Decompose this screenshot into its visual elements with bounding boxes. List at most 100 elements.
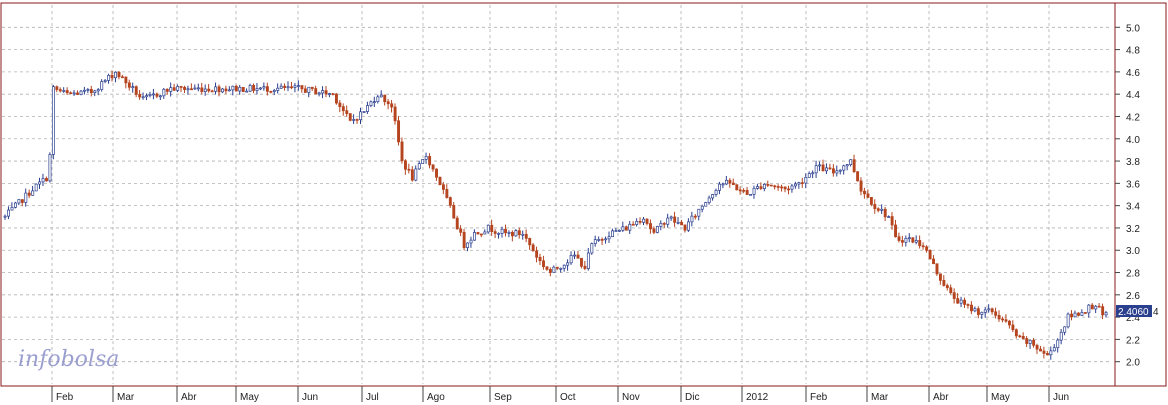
candle-body [393,106,397,122]
x-tick-label: 2012 [746,392,769,403]
candle-body [949,287,953,294]
x-tick-label: Jul [366,392,379,403]
candle-body [307,86,311,93]
candle-body [604,238,608,241]
candle-body [103,80,107,82]
candle-body [766,184,770,186]
candle-body [262,86,266,89]
candle-body [528,238,532,246]
candle-body [366,105,369,112]
candle-body [990,308,994,313]
candle-body [466,242,470,248]
candle-body [976,308,980,315]
candle-body [165,88,169,92]
candle-body [424,156,428,160]
candle-body [303,88,307,93]
candle-body [214,86,218,92]
y-tick-label: 4.4 [1126,90,1140,101]
candle-body [866,193,870,198]
candle-body [476,232,480,235]
candle-body [573,254,577,257]
candle-body [120,76,124,79]
candle-body [397,120,401,143]
candle-body [445,189,449,198]
candle-body [1032,339,1036,346]
candle-body [473,232,476,241]
candle-body [680,221,684,226]
candle-body [749,193,753,196]
candle-body [614,230,618,232]
candle-body [548,269,552,273]
candle-body [448,197,452,206]
candle-body [62,90,66,92]
candle-body [666,217,670,225]
candle-body [721,183,725,186]
candle-body [65,90,69,94]
last-value-label: 2.4060 [1118,307,1149,318]
candle-body [655,226,659,233]
candle-body [925,246,929,251]
candle-body [583,265,587,269]
candle-body [328,93,331,95]
candle-body [1059,331,1063,341]
candle-body [1073,312,1077,318]
candle-body [58,89,62,92]
x-tick-label: May [240,392,259,403]
candle-body [849,159,853,165]
candle-body [1008,320,1011,326]
candle-body [1004,319,1008,322]
candle-body [352,119,356,121]
candle-body [83,89,86,92]
candle-body [417,163,421,170]
candle-body [718,183,721,191]
candle-body [776,186,780,188]
candle-body [621,226,625,231]
y-tick-label: 3.2 [1126,224,1140,235]
candle-body [272,90,276,92]
candle-body [894,224,898,238]
candle-body [324,90,328,95]
y-tick-label: 4.8 [1126,46,1140,57]
candle-body [624,226,628,231]
candle-body [86,89,90,91]
candle-body [158,95,162,98]
candle-body [804,177,808,184]
candle-body [987,308,991,311]
candle-body [552,266,556,273]
candle-body [276,87,280,91]
plot-frame [0,2,1116,387]
candle-body [904,237,908,243]
candle-body [852,159,856,173]
candle-body [7,209,11,217]
candle-body [359,111,363,121]
x-tick-label: Mar [117,392,135,403]
candle-body [210,90,214,93]
candle-body [918,240,922,247]
candle-body [662,223,666,225]
candle-body [863,190,866,195]
candle-body [435,168,438,178]
candle-body [963,299,967,305]
candle-body [838,169,842,172]
candle-body [127,82,131,88]
candle-body [362,111,366,113]
candle-body [590,243,594,254]
candle-body [279,85,283,89]
candle-body [45,178,48,182]
candle-body [155,93,159,97]
candle-body [500,228,504,234]
candle-body [48,154,52,182]
candle-body [20,199,24,203]
candle-body [469,239,473,244]
candle-body [134,86,138,95]
candle-body [514,230,518,237]
x-tick-label: Sep [494,392,512,403]
candle-body [911,237,915,243]
candle-body [138,94,142,98]
candle-body [835,170,839,174]
candle-body [970,304,973,312]
candle-body [683,224,687,231]
candle-body [576,254,580,259]
candle-body [1049,350,1053,356]
candle-body [831,168,835,174]
